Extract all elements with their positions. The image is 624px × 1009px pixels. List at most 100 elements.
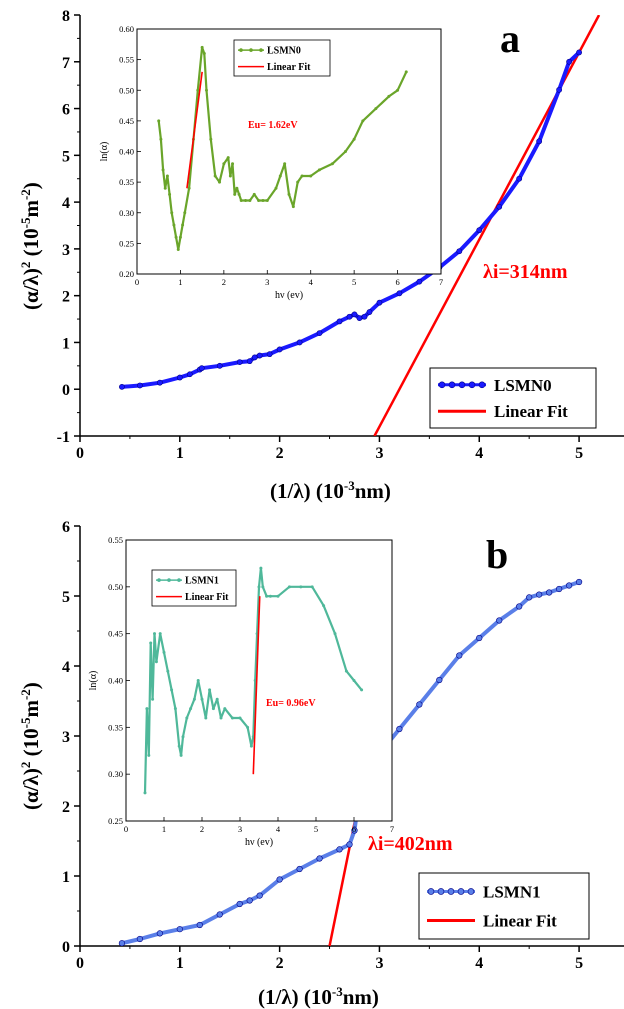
panel-b-inset-x-tick-label: 1 xyxy=(162,824,166,834)
panel-b-inset-data-point xyxy=(223,707,227,711)
panel-b-inset-y-tick-label: 0.45 xyxy=(108,629,123,639)
panel-a-inset-data-point xyxy=(233,192,237,196)
panel-a-annotation: λi=314nm xyxy=(483,261,568,283)
panel-a-inset-data-point xyxy=(228,174,232,178)
panel-a-inset-data-point xyxy=(204,88,208,92)
panel-a-data-point xyxy=(256,352,263,359)
panel-b-inset-y-tick-label: 0.25 xyxy=(108,816,123,826)
panel-b-data-point xyxy=(516,603,523,610)
panel-b-inset-data-point xyxy=(170,688,174,692)
panel-a-inset-data-point xyxy=(283,162,287,166)
panel-b-data-point xyxy=(575,578,583,586)
panel-a-inset-data-point xyxy=(374,107,378,111)
panel-a-inset-data-point xyxy=(278,174,282,178)
panel-a-data-point xyxy=(416,278,423,285)
panel-a-inset-data-point xyxy=(244,199,248,202)
panel-a-inset-legend-marker xyxy=(249,48,253,52)
panel-a-inset-ylabel: ln(α) xyxy=(99,142,110,162)
panel-b-data-point xyxy=(546,589,553,596)
panel-b-data-point xyxy=(336,846,343,853)
panel-b-inset-data-point xyxy=(189,707,193,711)
panel-b-data-point xyxy=(276,876,283,883)
panel-a-data-point xyxy=(266,351,273,358)
panel-b-inset-y-tick-label: 0.35 xyxy=(108,722,123,732)
panel-a-inset-data-point xyxy=(218,180,222,184)
panel-b-inset-legend-marker xyxy=(157,578,161,582)
panel-b-inset-data-point xyxy=(192,697,196,701)
panel-a-data-point xyxy=(119,383,125,390)
panel-b-inset-data-point xyxy=(360,688,364,692)
panel-a-inset-data-point xyxy=(239,199,243,202)
panel-a-inset-data-point xyxy=(330,162,334,166)
panel-b-legend-marker xyxy=(427,888,435,895)
panel-a-data-point xyxy=(576,49,582,56)
panel-b-data-point xyxy=(456,652,463,659)
panel-b-data-point xyxy=(351,827,358,834)
panel-a-inset-x-tick-label: 5 xyxy=(352,277,356,287)
panel-b-inset-data-point xyxy=(143,791,147,795)
panel-a-inset-data-point xyxy=(163,186,167,190)
panel-a-data-point xyxy=(316,330,323,336)
panel-b-inset-data-point xyxy=(259,566,263,570)
panel-a-inset-data-point xyxy=(165,174,169,178)
panel-a-inset-x-tick-label: 3 xyxy=(265,277,269,287)
panel-b-xlabel: (1/λ) (10-3nm) xyxy=(258,984,379,1009)
panel-a-y-tick-label: 8 xyxy=(62,8,70,25)
panel-b-inset-data-point xyxy=(208,688,212,692)
panel-b-inset-x-tick-label: 0 xyxy=(124,824,128,834)
panel-b-legend-marker xyxy=(437,888,445,895)
panel-a-data-point xyxy=(251,354,258,361)
panel-b-data-point xyxy=(476,634,483,642)
panel-a-y-tick-label: 0 xyxy=(62,382,70,399)
panel-b-data-point xyxy=(118,940,126,946)
panel-b-legend-marker xyxy=(457,888,465,895)
panel-b-inset-data-point xyxy=(145,707,149,711)
panel-b-legend-marker xyxy=(467,888,475,895)
panel-b-inset-data-point xyxy=(261,585,265,589)
panel-a-inset-x-tick-label: 6 xyxy=(395,277,399,287)
panel-b-data-point xyxy=(526,594,533,601)
panel-a-plot-clip-group xyxy=(119,15,601,436)
panel-b-y-tick-label: 4 xyxy=(62,659,70,676)
panel-a-y-tick-label: 7 xyxy=(62,55,70,72)
panel-a-inset-x-tick-label: 0 xyxy=(135,277,139,287)
panel-b-inset-data-point xyxy=(181,735,185,739)
panel-b-legend-label-data: LSMN1 xyxy=(483,882,541,901)
panel-a-inset-data-point xyxy=(404,70,408,74)
panel-b-data-point xyxy=(196,921,203,929)
panel-a-inset-legend-marker xyxy=(239,48,243,52)
panel-b-inset-data-point xyxy=(249,744,253,748)
panel-a-legend-marker xyxy=(458,381,466,389)
panel-b-x-tick-label: 5 xyxy=(575,955,583,972)
panel-a-inset-data-point xyxy=(235,186,239,190)
panel-a-inset-data-point xyxy=(231,162,235,166)
panel-b-data-point xyxy=(396,725,403,733)
panel-b-x-tick-label: 1 xyxy=(176,955,184,972)
panel-b-data-point xyxy=(136,935,143,943)
panel-a-x-tick-label: 1 xyxy=(176,445,184,462)
panel-a-inset-legend-marker xyxy=(259,48,263,52)
panel-a-inset-data-point xyxy=(257,199,261,202)
panel-b-y-tick-label: 5 xyxy=(62,589,70,606)
panel-a-data-point xyxy=(566,58,573,65)
panel-b-x-tick-label: 0 xyxy=(76,955,84,972)
panel-a-inset-data-point xyxy=(178,235,182,239)
panel-a-inset-data-point xyxy=(237,192,241,196)
panel-b-inset-data-point xyxy=(196,679,200,682)
panel-a-y-tick-label: 6 xyxy=(62,102,70,119)
panel-b-inset-y-tick-label: 0.50 xyxy=(108,582,123,592)
panel-a-y-tick-label: 1 xyxy=(62,335,70,352)
panel-a-data-point xyxy=(296,339,303,346)
panel-a-y-tick-label: 2 xyxy=(62,289,70,306)
panel-a-inset-data-point xyxy=(343,150,347,153)
panel-a-data-point xyxy=(186,371,193,378)
panel-a-inset-data-point xyxy=(161,168,165,172)
panel-b-inset-data-point xyxy=(173,707,177,711)
panel-a-inset-data-point xyxy=(187,186,191,190)
panel-a-inset-y-tick-label: 0.35 xyxy=(119,177,134,187)
panel-a-inset-data-point xyxy=(300,174,304,178)
panel-b-inset-data-point xyxy=(204,716,208,720)
panel-b-inset-ylabel: ln(α) xyxy=(88,671,99,691)
panel-a-data-point xyxy=(396,290,403,297)
panel-b-data-point xyxy=(556,585,563,593)
